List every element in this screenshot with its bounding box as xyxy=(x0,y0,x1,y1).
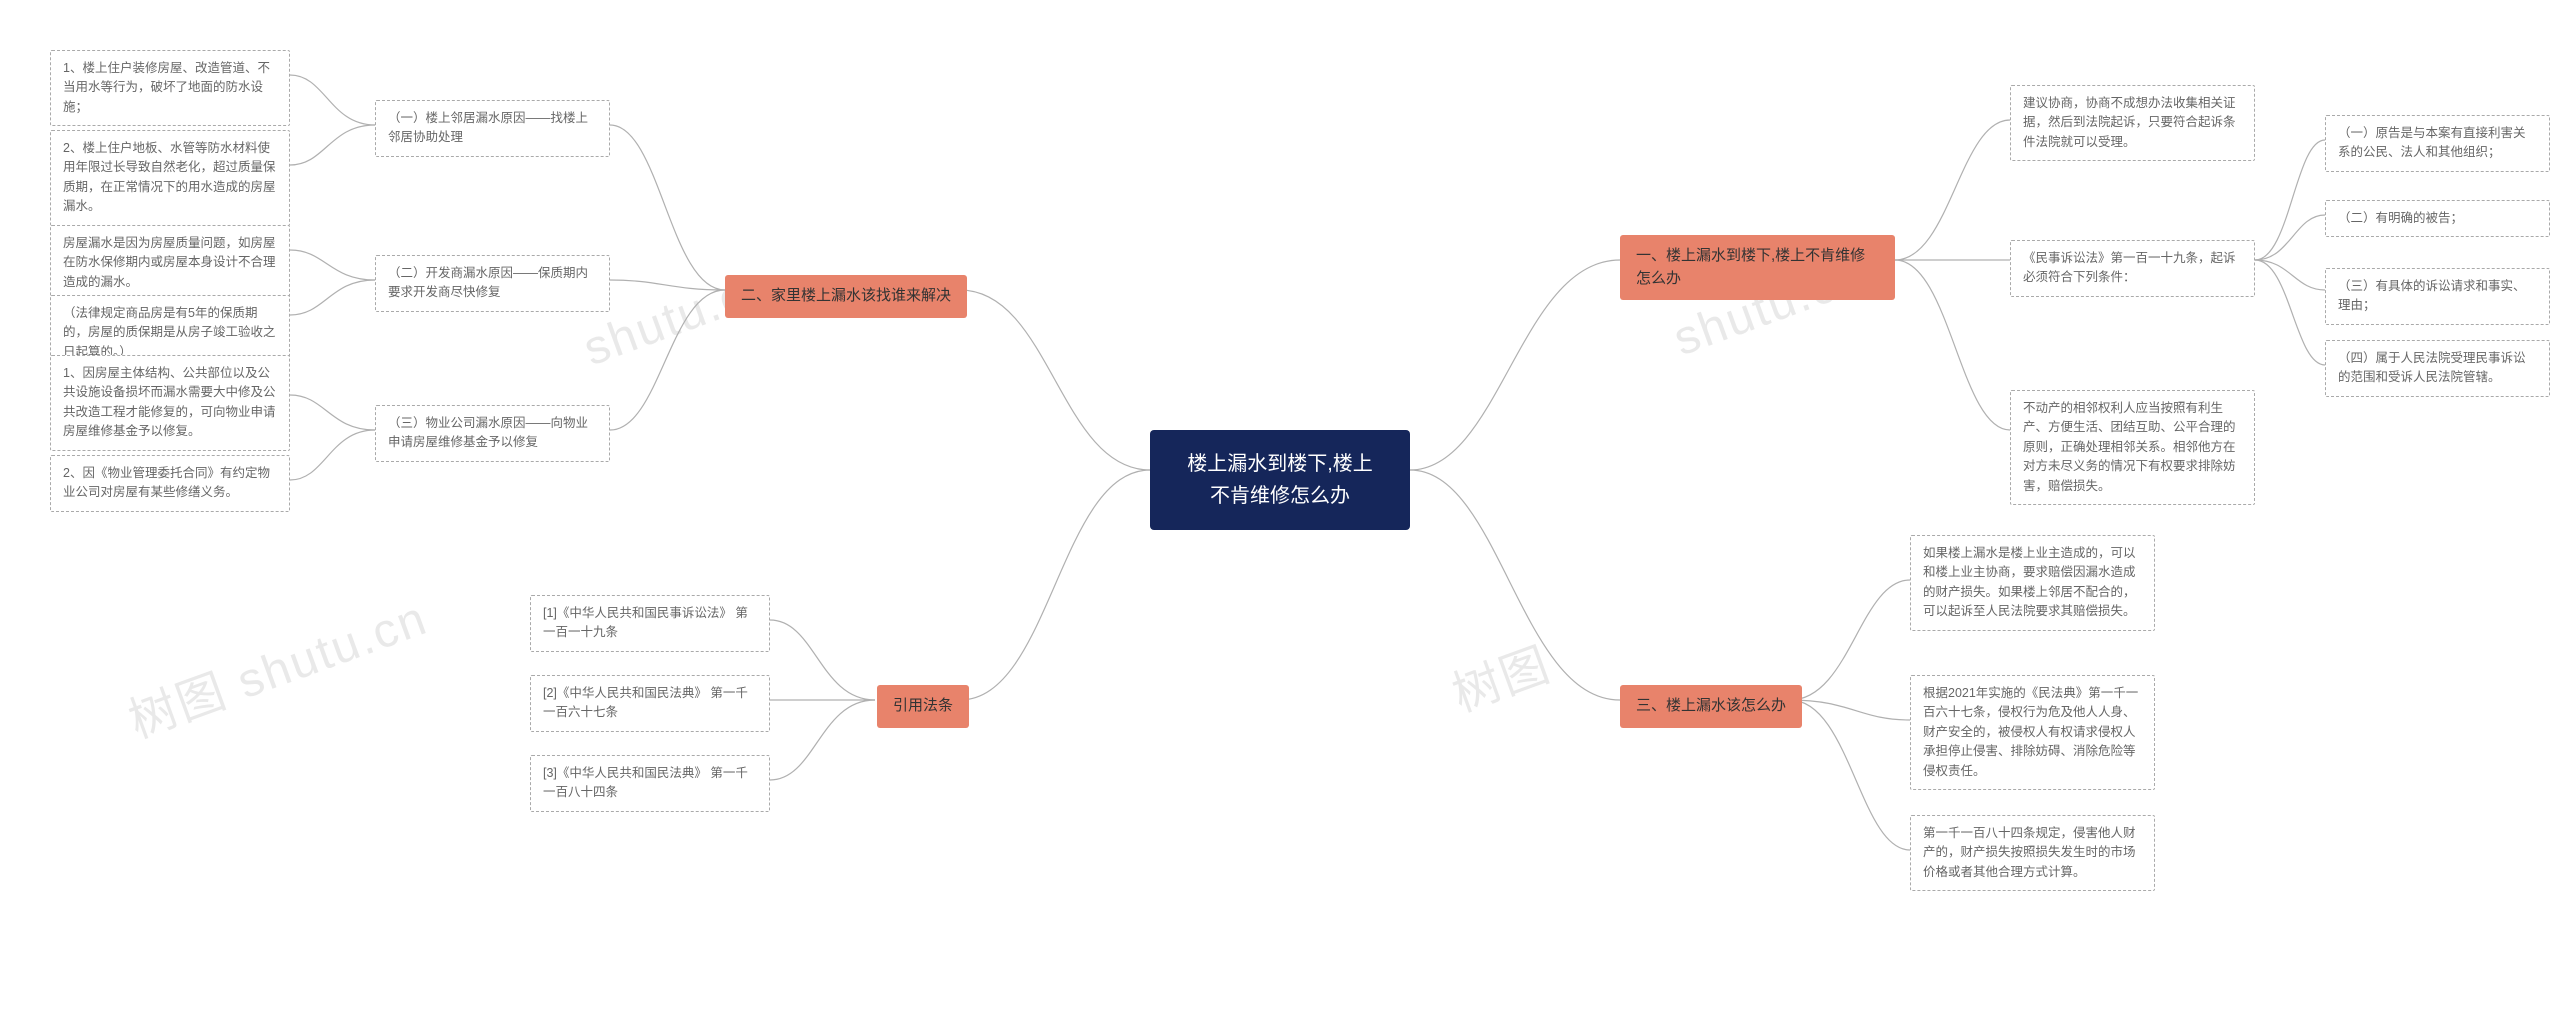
l1-s2-c2-text: （法律规定商品房是有5年的保质期的，房屋的质保期是从房子竣工验收之日起算的。） xyxy=(63,306,276,359)
l1-s3-c1-text: 1、因房屋主体结构、公共部位以及公共设施设备损坏而漏水需要大中修及公共改造工程才… xyxy=(63,366,276,438)
l2-s2-text: [2]《中华人民共和国民法典》 第一千一百六十七条 xyxy=(543,686,748,719)
branch-l1: 二、家里楼上漏水该找谁来解决 xyxy=(725,275,967,318)
branch-r1: 一、楼上漏水到楼下,楼上不肯维修怎么办 xyxy=(1620,235,1895,300)
r2-s2: 根据2021年实施的《民法典》第一千一百六十七条，侵权行为危及他人人身、财产安全… xyxy=(1910,675,2155,790)
r1-s1: 建议协商，协商不成想办法收集相关证据，然后到法院起诉，只要符合起诉条件法院就可以… xyxy=(2010,85,2255,161)
l2-s3-text: [3]《中华人民共和国民法典》 第一千一百八十四条 xyxy=(543,766,748,799)
l1-s3-c1: 1、因房屋主体结构、公共部位以及公共设施设备损坏而漏水需要大中修及公共改造工程才… xyxy=(50,355,290,451)
l1-s1-c1-text: 1、楼上住户装修房屋、改造管道、不当用水等行为，破坏了地面的防水设施； xyxy=(63,61,270,114)
l1-s3-text: （三）物业公司漏水原因——向物业申请房屋维修基金予以修复 xyxy=(388,416,588,449)
center-title: 楼上漏水到楼下,楼上不肯维修怎么办 xyxy=(1187,453,1373,507)
watermark: 树图 shutu.cn xyxy=(117,579,435,752)
l1-s3: （三）物业公司漏水原因——向物业申请房屋维修基金予以修复 xyxy=(375,405,610,462)
r1-s2-c2-text: （二）有明确的被告； xyxy=(2338,211,2463,225)
r1-s3-text: 不动产的相邻权利人应当按照有利生产、方便生活、团结互助、公平合理的原则，正确处理… xyxy=(2023,401,2236,493)
l2-s2: [2]《中华人民共和国民法典》 第一千一百六十七条 xyxy=(530,675,770,732)
r1-s2-c1: （一）原告是与本案有直接利害关系的公民、法人和其他组织； xyxy=(2325,115,2550,172)
r1-s1-text: 建议协商，协商不成想办法收集相关证据，然后到法院起诉，只要符合起诉条件法院就可以… xyxy=(2023,96,2236,149)
r1-s2-c4: （四）属于人民法院受理民事诉讼的范围和受诉人民法院管辖。 xyxy=(2325,340,2550,397)
l1-s2: （二）开发商漏水原因——保质期内要求开发商尽快修复 xyxy=(375,255,610,312)
r1-s2-c1-text: （一）原告是与本案有直接利害关系的公民、法人和其他组织； xyxy=(2338,126,2526,159)
l1-s1-text: （一）楼上邻居漏水原因——找楼上邻居协助处理 xyxy=(388,111,588,144)
branch-l2: 引用法条 xyxy=(877,685,969,728)
r2-s1: 如果楼上漏水是楼上业主造成的，可以和楼上业主协商，要求赔偿因漏水造成的财产损失。… xyxy=(1910,535,2155,631)
watermark: 树图 xyxy=(1441,625,1559,725)
r1-s3: 不动产的相邻权利人应当按照有利生产、方便生活、团结互助、公平合理的原则，正确处理… xyxy=(2010,390,2255,505)
r1-s2: 《民事诉讼法》第一百一十九条，起诉必须符合下列条件： xyxy=(2010,240,2255,297)
branch-r2: 三、楼上漏水该怎么办 xyxy=(1620,685,1802,728)
l2-s1-text: [1]《中华人民共和国民事诉讼法》 第一百一十九条 xyxy=(543,606,748,639)
branch-r2-label: 三、楼上漏水该怎么办 xyxy=(1636,697,1786,714)
l1-s1-c2: 2、楼上住户地板、水管等防水材料使用年限过长导致自然老化，超过质量保质期，在正常… xyxy=(50,130,290,226)
r1-s2-text: 《民事诉讼法》第一百一十九条，起诉必须符合下列条件： xyxy=(2023,251,2236,284)
l1-s2-c1-text: 房屋漏水是因为房屋质量问题，如房屋在防水保修期内或房屋本身设计不合理造成的漏水。 xyxy=(63,236,276,289)
branch-l1-label: 二、家里楼上漏水该找谁来解决 xyxy=(741,287,951,304)
r2-s3-text: 第一千一百八十四条规定，侵害他人财产的，财产损失按照损失发生时的市场价格或者其他… xyxy=(1923,826,2136,879)
l1-s3-c2: 2、因《物业管理委托合同》有约定物业公司对房屋有某些修缮义务。 xyxy=(50,455,290,512)
l1-s3-c2-text: 2、因《物业管理委托合同》有约定物业公司对房屋有某些修缮义务。 xyxy=(63,466,270,499)
l1-s2-text: （二）开发商漏水原因——保质期内要求开发商尽快修复 xyxy=(388,266,588,299)
l1-s1-c1: 1、楼上住户装修房屋、改造管道、不当用水等行为，破坏了地面的防水设施； xyxy=(50,50,290,126)
r2-s3: 第一千一百八十四条规定，侵害他人财产的，财产损失按照损失发生时的市场价格或者其他… xyxy=(1910,815,2155,891)
l2-s1: [1]《中华人民共和国民事诉讼法》 第一百一十九条 xyxy=(530,595,770,652)
r2-s1-text: 如果楼上漏水是楼上业主造成的，可以和楼上业主协商，要求赔偿因漏水造成的财产损失。… xyxy=(1923,546,2136,618)
l1-s1: （一）楼上邻居漏水原因——找楼上邻居协助处理 xyxy=(375,100,610,157)
l2-s3: [3]《中华人民共和国民法典》 第一千一百八十四条 xyxy=(530,755,770,812)
l1-s1-c2-text: 2、楼上住户地板、水管等防水材料使用年限过长导致自然老化，超过质量保质期，在正常… xyxy=(63,141,276,213)
r1-s2-c3: （三）有具体的诉讼请求和事实、理由； xyxy=(2325,268,2550,325)
r2-s2-text: 根据2021年实施的《民法典》第一千一百六十七条，侵权行为危及他人人身、财产安全… xyxy=(1923,686,2138,778)
branch-r1-label: 一、楼上漏水到楼下,楼上不肯维修怎么办 xyxy=(1636,247,1865,287)
r1-s2-c3-text: （三）有具体的诉讼请求和事实、理由； xyxy=(2338,279,2526,312)
r1-s2-c4-text: （四）属于人民法院受理民事诉讼的范围和受诉人民法院管辖。 xyxy=(2338,351,2526,384)
center-node: 楼上漏水到楼下,楼上不肯维修怎么办 xyxy=(1150,430,1410,530)
l1-s2-c1: 房屋漏水是因为房屋质量问题，如房屋在防水保修期内或房屋本身设计不合理造成的漏水。 xyxy=(50,225,290,301)
branch-l2-label: 引用法条 xyxy=(893,697,953,714)
r1-s2-c2: （二）有明确的被告； xyxy=(2325,200,2550,237)
